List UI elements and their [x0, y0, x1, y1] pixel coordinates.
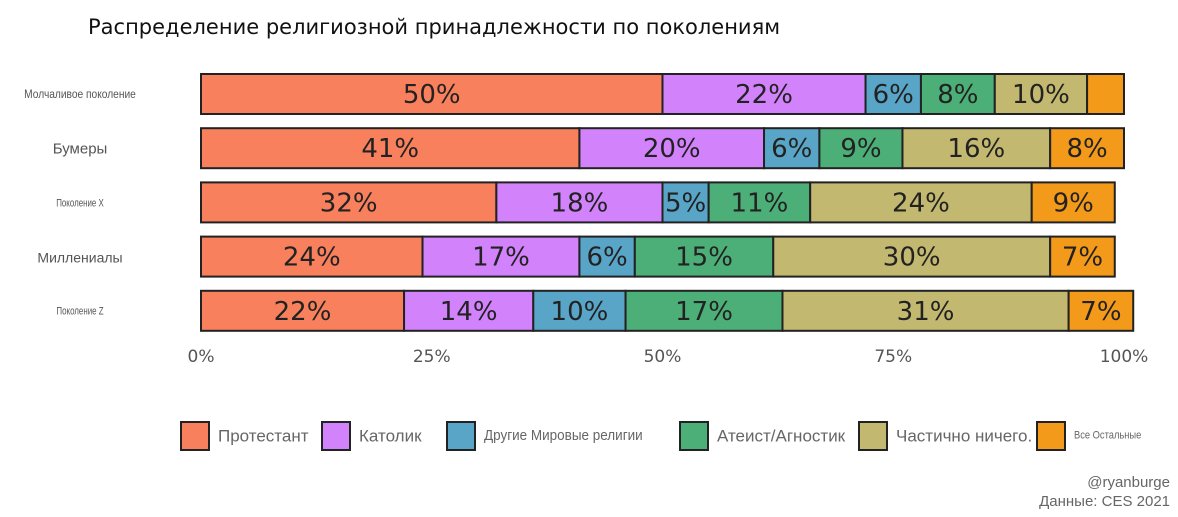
data-label: 31%	[897, 297, 955, 327]
data-label: 15%	[675, 243, 733, 273]
bar-segment	[200, 73, 664, 115]
data-label: 14%	[440, 297, 498, 327]
category-label: Поколение X	[56, 197, 104, 210]
x-axis-ticks: 0% 25% 50% 75% 100%	[188, 347, 1149, 367]
data-label: 20%	[643, 134, 701, 164]
data-label: 6%	[586, 243, 627, 273]
data-label: 9%	[1053, 188, 1094, 218]
bar-segment	[200, 235, 424, 278]
legend-label: Частично ничего.	[896, 427, 1032, 446]
data-label: 8%	[937, 80, 978, 110]
bar-row: Поколение Z 22% 14% 10% 17% 31% 7%	[56, 289, 1135, 332]
bar-segment	[200, 181, 498, 224]
credit-label: @ryanburge	[1087, 474, 1170, 491]
x-tick-label: 75%	[874, 347, 912, 367]
data-label: 30%	[883, 243, 941, 273]
bar-segment	[403, 289, 535, 332]
legend-item: Частично ничего.	[858, 421, 1032, 451]
data-label: 18%	[551, 188, 609, 218]
data-label: 50%	[403, 80, 461, 110]
legend-label: Католик	[359, 427, 422, 446]
bar-segment	[763, 127, 821, 170]
data-label: 17%	[675, 297, 733, 327]
legend-item: Атеист/Агностик	[679, 421, 846, 451]
bars-group: Молчаливое поколение 50% 22% 6% 8% 10% Бумеры 4…	[24, 73, 1135, 332]
category-label: Молчаливое поколение	[24, 89, 136, 102]
data-label: 6%	[771, 134, 812, 164]
data-label: 11%	[731, 188, 789, 218]
bar-segment	[809, 181, 1033, 224]
bar-segment	[818, 127, 904, 170]
data-label: 6%	[873, 80, 914, 110]
bar-segment	[200, 127, 581, 170]
data-label: 8%	[1066, 134, 1107, 164]
bar-segment	[661, 73, 867, 115]
legend-swatch	[679, 421, 709, 451]
bar-segment	[1030, 181, 1116, 224]
category-label: Миллениалы	[37, 250, 122, 266]
x-tick-label: 25%	[413, 347, 451, 367]
legend-item: Другие Мировые религии	[446, 421, 643, 451]
legend: Протестант Католик Другие Мировые религии А…	[180, 421, 1142, 451]
bar-segment	[1086, 73, 1125, 115]
legend-swatch	[321, 421, 351, 451]
bar-row: Поколение X 32% 18% 5% 11% 24% 9%	[56, 181, 1116, 224]
legend-swatch	[858, 421, 888, 451]
bar-segment	[578, 127, 766, 170]
bar-segment	[781, 289, 1070, 332]
bar-segment	[901, 127, 1052, 170]
chart-title: Распределение религиозной принадлежности…	[88, 15, 780, 39]
data-label: 24%	[283, 243, 341, 273]
legend-item: Католик	[321, 421, 422, 451]
data-label: 9%	[840, 134, 881, 164]
data-label: 17%	[472, 243, 530, 273]
x-tick-label: 50%	[644, 347, 682, 367]
bar-segment	[661, 181, 710, 224]
data-label: 7%	[1080, 297, 1121, 327]
data-label: 5%	[665, 188, 706, 218]
bar-segment	[1049, 127, 1126, 170]
bar-segment	[864, 73, 922, 115]
data-label: 41%	[361, 134, 419, 164]
bar-segment	[633, 235, 775, 278]
legend-label: Протестант	[218, 427, 309, 446]
bar-row: Миллениалы 24% 17% 6% 15% 30% 7%	[37, 235, 1116, 278]
bar-segment	[578, 235, 636, 278]
legend-label: Все Остальные	[1074, 430, 1142, 442]
bar-segment	[772, 235, 1052, 278]
data-label: 24%	[892, 188, 950, 218]
legend-item: Все Остальные	[1036, 421, 1142, 451]
bar-row: Бумеры 41% 20% 6% 9% 16% 8%	[53, 127, 1126, 170]
data-label: 10%	[1012, 80, 1070, 110]
data-label: 32%	[320, 188, 378, 218]
legend-swatch	[1036, 421, 1066, 451]
legend-item: Протестант	[180, 421, 309, 451]
bar-segment	[421, 235, 581, 278]
category-label: Бумеры	[53, 141, 108, 158]
x-tick-label: 0%	[188, 347, 215, 367]
legend-label: Другие Мировые религии	[484, 428, 643, 445]
legend-label: Атеист/Агностик	[717, 427, 846, 446]
bar-segment	[993, 73, 1089, 115]
data-label: 22%	[735, 80, 793, 110]
bar-segment	[1067, 289, 1135, 332]
category-label: Поколение Z	[56, 305, 103, 318]
data-label: 16%	[947, 134, 1005, 164]
bar-segment	[1049, 235, 1116, 278]
x-tick-label: 100%	[1100, 347, 1149, 367]
data-label: 7%	[1062, 243, 1103, 273]
legend-swatch	[180, 421, 210, 451]
source-label: Данные: CES 2021	[1039, 493, 1170, 510]
bar-segment	[624, 289, 784, 332]
bar-row: Молчаливое поколение 50% 22% 6% 8% 10%	[24, 73, 1125, 115]
legend-swatch	[446, 421, 476, 451]
bar-segment	[495, 181, 664, 224]
data-label: 10%	[551, 297, 609, 327]
data-label: 22%	[274, 297, 332, 327]
